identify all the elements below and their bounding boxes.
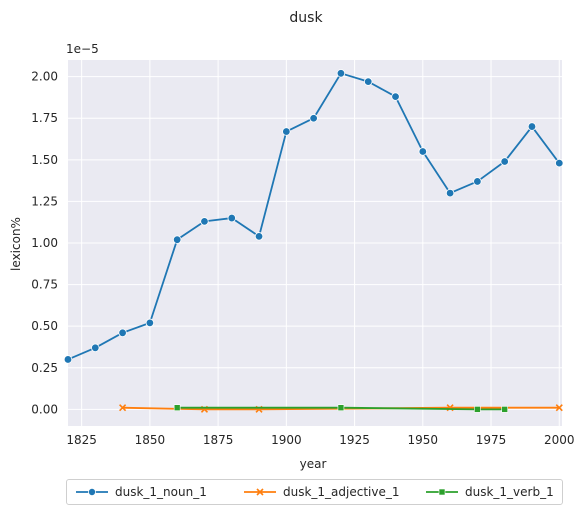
data-point — [118, 328, 127, 338]
data-point — [555, 158, 564, 168]
chart-title: dusk — [289, 10, 323, 26]
data-point — [91, 343, 100, 353]
series-2 — [173, 404, 508, 413]
data-point — [254, 232, 264, 241]
data-point — [501, 406, 508, 413]
data-point — [527, 122, 537, 131]
x-tick-label: 1875 — [203, 433, 234, 447]
data-point — [445, 188, 455, 198]
legend-item-adjective: dusk_1_adjective_1 — [243, 480, 400, 504]
x-tick-label: 1900 — [271, 433, 302, 447]
x-tick-label: 1850 — [135, 433, 166, 447]
legend-item-verb: dusk_1_verb_1 — [425, 480, 554, 504]
data-point — [474, 406, 481, 413]
data-point — [63, 355, 73, 364]
y-tick-label: 0.00 — [31, 402, 58, 416]
y-tick-label: 1.25 — [31, 194, 58, 208]
x-tick-label: 1950 — [408, 433, 439, 447]
legend-item-noun: dusk_1_noun_1 — [75, 480, 207, 504]
legend-verb-swatch — [426, 488, 458, 496]
y-tick-label: 1.00 — [31, 236, 58, 250]
data-point — [337, 404, 345, 412]
data-point — [555, 404, 563, 412]
data-point — [336, 69, 346, 78]
grid-lines — [68, 60, 562, 426]
y-offset-label: 1e−5 — [66, 42, 99, 56]
y-axis-ticks: 0.00 0.25 0.50 0.75 1.00 1.25 1.50 1.75 2.00 — [31, 70, 58, 417]
x-tick-label: 2000 — [544, 433, 575, 447]
legend-label-adjective: dusk_1_adjective_1 — [283, 485, 400, 499]
data-point — [282, 127, 291, 136]
data-point — [473, 177, 482, 186]
data-point — [200, 217, 209, 226]
y-tick-label: 0.75 — [31, 278, 58, 292]
y-tick-label: 1.75 — [31, 111, 58, 125]
series-line — [177, 406, 505, 411]
legend-noun-swatch — [76, 488, 108, 496]
data-point — [364, 77, 373, 86]
y-axis-label: lexicon% — [9, 217, 23, 271]
y-tick-label: 2.00 — [31, 70, 58, 84]
data-point — [418, 147, 428, 156]
data-point — [173, 404, 181, 412]
data-point — [145, 318, 155, 328]
y-tick-label: 0.50 — [31, 319, 58, 333]
legend-label-noun: dusk_1_noun_1 — [115, 485, 207, 499]
legend-label-verb: dusk_1_verb_1 — [465, 485, 554, 499]
x-tick-label: 1825 — [66, 433, 97, 447]
series-layer — [63, 69, 564, 413]
x-tick-label: 1975 — [476, 433, 507, 447]
series-0 — [63, 69, 564, 364]
data-point — [309, 114, 318, 123]
y-tick-label: 0.25 — [31, 361, 58, 375]
y-tick-label: 1.50 — [31, 153, 58, 167]
x-axis-ticks: 1825 1850 1875 1900 1925 1950 1975 2000 — [66, 433, 574, 447]
x-tick-label: 1925 — [339, 433, 370, 447]
data-point — [172, 235, 182, 244]
data-point — [500, 157, 509, 166]
data-point — [227, 213, 236, 223]
legend: dusk_1_noun_1 dusk_1_adjective_1 dusk_1_… — [66, 479, 563, 505]
x-axis-label: year — [300, 457, 327, 471]
data-point — [119, 404, 127, 412]
legend-adjective-swatch — [244, 488, 276, 496]
data-point — [391, 92, 400, 101]
